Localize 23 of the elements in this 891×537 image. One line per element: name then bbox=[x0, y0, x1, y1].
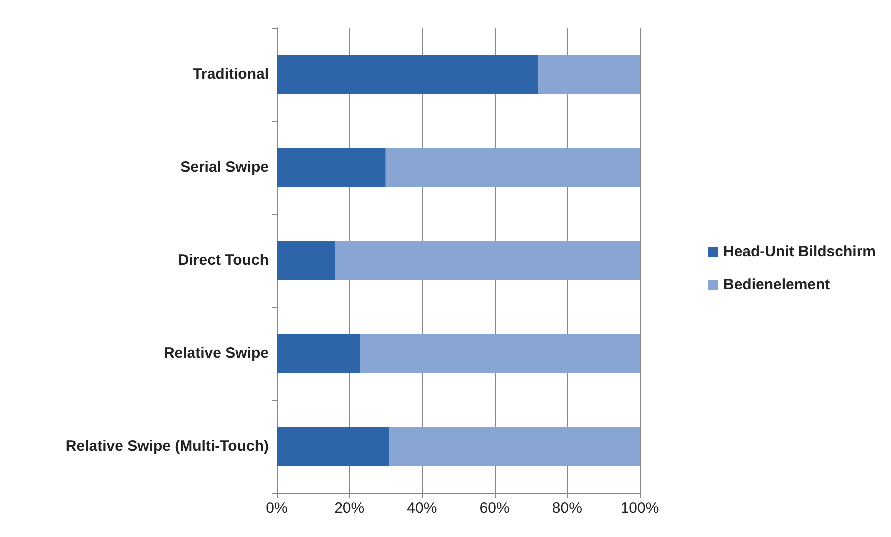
bar bbox=[277, 148, 386, 188]
x-tick-label: 80% bbox=[552, 500, 582, 517]
y-tick-label: Relative Swipe bbox=[164, 345, 269, 362]
bar bbox=[277, 426, 390, 466]
y-tick-label: Traditional bbox=[193, 66, 269, 83]
bar bbox=[386, 148, 640, 188]
x-tick-label: 20% bbox=[334, 500, 365, 517]
bar bbox=[360, 334, 640, 374]
x-tick-label: 60% bbox=[480, 500, 510, 517]
legend-label: Head-Unit Bildschirm bbox=[723, 244, 876, 260]
bar bbox=[277, 54, 538, 94]
x-tick-label: 0% bbox=[266, 500, 288, 517]
y-tick-label: Relative Swipe (Multi-Touch) bbox=[66, 438, 269, 455]
x-tick-label: 100% bbox=[620, 500, 660, 517]
y-tick-label: Serial Swipe bbox=[180, 159, 269, 176]
bar bbox=[390, 426, 640, 466]
legend-label: Bedienelement bbox=[723, 276, 830, 294]
x-tick-label: 40% bbox=[407, 500, 438, 517]
bar bbox=[335, 240, 640, 280]
bar bbox=[277, 334, 360, 374]
bar bbox=[538, 54, 640, 94]
y-tick-label: Direct Touch bbox=[178, 252, 269, 269]
bar bbox=[277, 240, 336, 280]
